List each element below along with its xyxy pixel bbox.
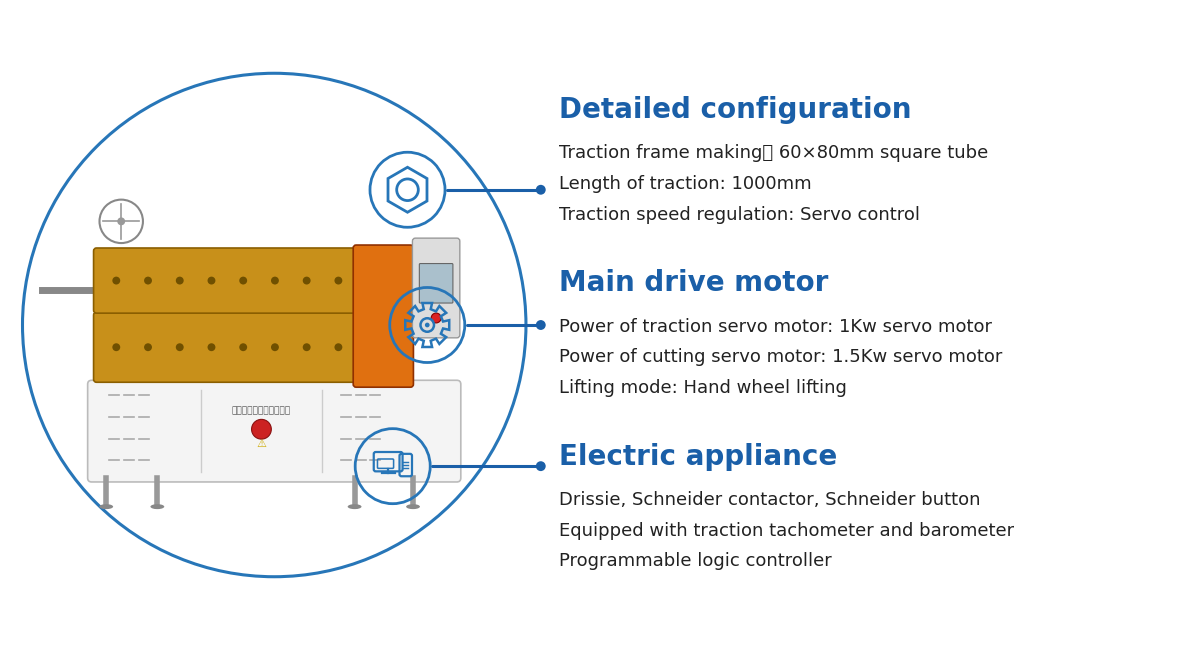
Circle shape: [239, 277, 247, 285]
Circle shape: [431, 313, 442, 323]
Circle shape: [208, 277, 216, 285]
Text: Length of traction: 1000mm: Length of traction: 1000mm: [558, 175, 811, 193]
Circle shape: [239, 343, 247, 351]
Circle shape: [302, 277, 311, 285]
Circle shape: [113, 343, 120, 351]
Circle shape: [118, 217, 125, 226]
Circle shape: [208, 343, 216, 351]
Text: ⚠: ⚠: [257, 439, 266, 449]
Circle shape: [144, 277, 152, 285]
Circle shape: [144, 343, 152, 351]
Circle shape: [335, 277, 342, 285]
Circle shape: [536, 462, 546, 471]
Circle shape: [536, 185, 546, 195]
Circle shape: [271, 343, 278, 351]
Text: Detailed configuration: Detailed configuration: [558, 96, 911, 124]
Text: 精密伺服牵引切割一体机: 精密伺服牵引切割一体机: [232, 406, 292, 415]
Text: Drissie, Schneider contactor, Schneider button: Drissie, Schneider contactor, Schneider …: [558, 491, 980, 509]
Ellipse shape: [150, 504, 164, 509]
Circle shape: [175, 343, 184, 351]
FancyBboxPatch shape: [88, 380, 461, 482]
Text: Main drive motor: Main drive motor: [558, 269, 828, 297]
Text: Power of traction servo motor: 1Kw servo motor: Power of traction servo motor: 1Kw servo…: [558, 318, 991, 335]
Text: Electric appliance: Electric appliance: [558, 443, 836, 471]
Text: Traction speed regulation: Servo control: Traction speed regulation: Servo control: [558, 206, 919, 224]
FancyBboxPatch shape: [419, 263, 452, 303]
FancyBboxPatch shape: [353, 245, 414, 387]
Text: Traction frame making： 60×80mm square tube: Traction frame making： 60×80mm square tu…: [558, 144, 988, 162]
Circle shape: [302, 343, 311, 351]
Circle shape: [113, 277, 120, 285]
Circle shape: [536, 320, 546, 330]
Text: Programmable logic controller: Programmable logic controller: [558, 552, 832, 571]
Circle shape: [425, 322, 430, 328]
Circle shape: [271, 277, 278, 285]
FancyBboxPatch shape: [413, 238, 460, 338]
Circle shape: [252, 419, 271, 439]
Text: Equipped with traction tachometer and barometer: Equipped with traction tachometer and ba…: [558, 522, 1014, 540]
Ellipse shape: [348, 504, 361, 509]
FancyBboxPatch shape: [94, 312, 361, 382]
Text: Lifting mode: Hand wheel lifting: Lifting mode: Hand wheel lifting: [558, 379, 846, 397]
FancyBboxPatch shape: [94, 248, 361, 313]
Circle shape: [335, 343, 342, 351]
Ellipse shape: [100, 504, 113, 509]
Text: Power of cutting servo motor: 1.5Kw servo motor: Power of cutting servo motor: 1.5Kw serv…: [558, 348, 1002, 367]
Ellipse shape: [406, 504, 420, 509]
Circle shape: [175, 277, 184, 285]
Circle shape: [24, 74, 524, 576]
